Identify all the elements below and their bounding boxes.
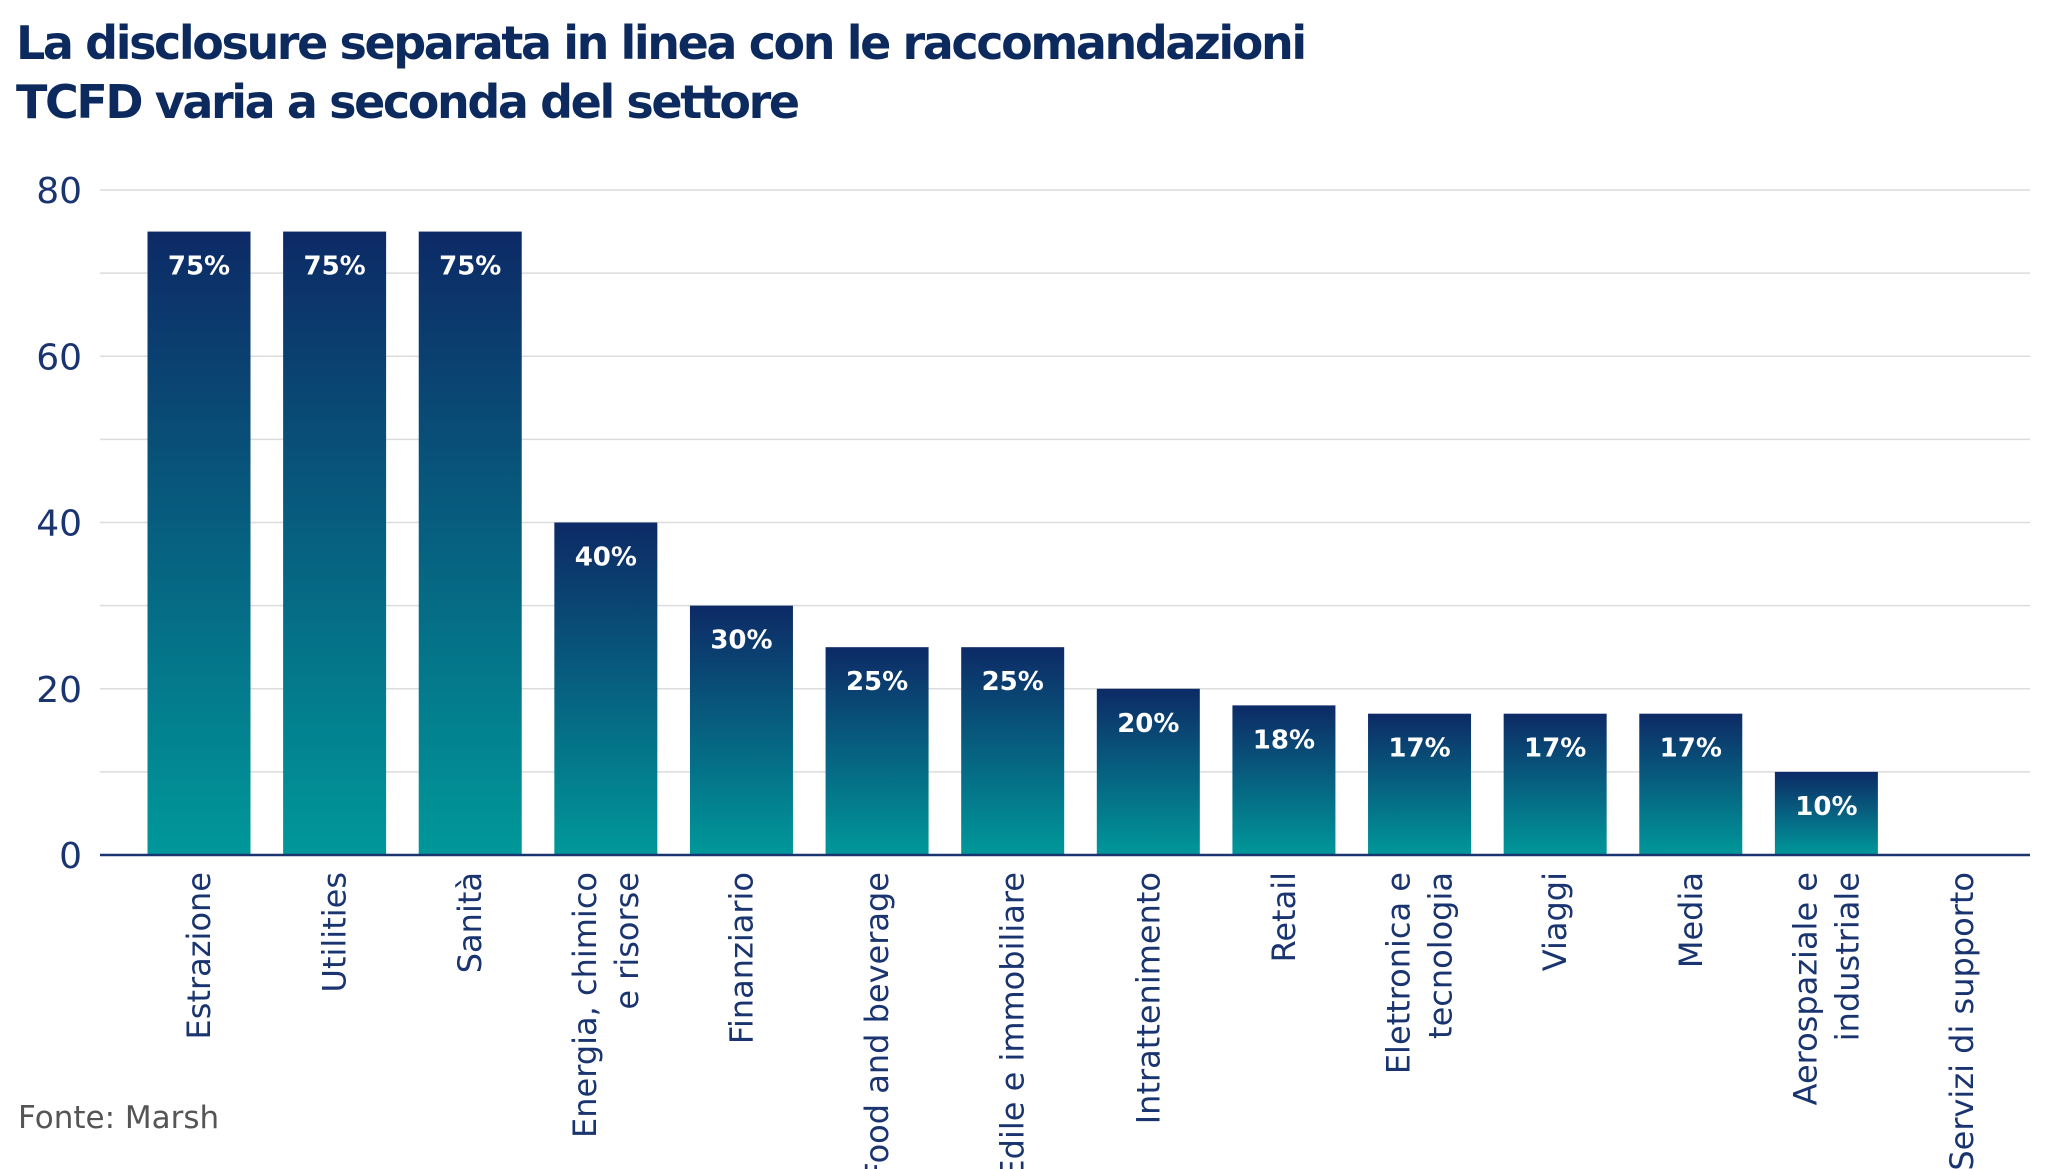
bar — [554, 522, 658, 855]
bar-value-label: 30% — [710, 626, 772, 656]
bar-value-label: 17% — [1660, 734, 1722, 764]
bar — [1096, 688, 1200, 855]
x-tick-label: Intrattenimento — [1129, 872, 1167, 1124]
x-tick-label: Retail — [1265, 872, 1303, 962]
x-tick-label-line: tecnologia — [1422, 872, 1460, 1039]
bar — [418, 231, 522, 855]
chart-title-line-2: TCFD varia a seconda del settore — [16, 75, 800, 129]
y-tick-label: 20 — [36, 670, 82, 711]
bar — [689, 605, 793, 855]
bar-value-label: 75% — [439, 252, 501, 282]
x-tick-label-line: Viaggi — [1536, 872, 1574, 971]
x-tick-label-line: Aerospaziale e — [1786, 872, 1824, 1105]
y-tick-label: 80 — [36, 171, 82, 212]
bars — [147, 231, 1878, 855]
y-tick-label: 60 — [36, 337, 82, 378]
x-tick-label-line: industriale — [1828, 872, 1866, 1041]
chart-title-line-1: La disclosure separata in linea con le r… — [16, 16, 1307, 70]
x-tick-label: Servizi di supporto — [1943, 872, 1981, 1169]
bar-value-label: 25% — [982, 667, 1044, 697]
bar — [825, 647, 929, 855]
x-tick-label-line: Estrazione — [180, 872, 218, 1039]
x-tick-label: Aerospaziale e industriale — [1786, 872, 1866, 1105]
bar — [283, 231, 387, 855]
bar-value-labels: 75% 75% 75% 40% 30% 25% 25% 20% 18% 17% 17% 17% 10% — [168, 252, 1858, 822]
bar — [1774, 771, 1878, 855]
x-tick-label-line: Food and beverage — [858, 872, 896, 1169]
x-tick-label-line: Elettronica e — [1380, 872, 1418, 1074]
x-tick-label-line: Edile e immobiliare — [994, 872, 1032, 1169]
x-tick-label: Viaggi — [1536, 872, 1574, 971]
x-tick-label-line: Retail — [1265, 872, 1303, 962]
x-tick-label: Edile e immobiliare — [994, 872, 1032, 1169]
x-tick-label-line: Finanziario — [722, 872, 760, 1044]
bar — [1368, 713, 1472, 855]
bar-value-label: 18% — [1253, 725, 1315, 755]
bar-value-label: 10% — [1795, 792, 1857, 822]
y-tick-label: 0 — [59, 836, 82, 877]
bar-value-label: 17% — [1524, 734, 1586, 764]
x-tick-label: Media — [1672, 872, 1710, 968]
bar-value-label: 40% — [575, 543, 637, 573]
x-tick-label-line: e risorse — [608, 872, 646, 1010]
bar-value-label: 75% — [168, 252, 230, 282]
bar-value-label: 20% — [1117, 709, 1179, 739]
bar — [1503, 713, 1607, 855]
bar-value-label: 17% — [1388, 734, 1450, 764]
x-tick-label: Utilities — [316, 872, 354, 992]
x-tick-label: Food and beverage — [858, 872, 896, 1169]
y-axis-ticks: 0 20 40 60 80 — [36, 171, 82, 877]
x-tick-label: Finanziario — [722, 872, 760, 1044]
x-tick-label: Energia, chimico e risorse — [566, 872, 646, 1138]
bar — [961, 647, 1065, 855]
x-tick-label-line: Utilities — [316, 872, 354, 992]
bar — [147, 231, 251, 855]
x-tick-label: Estrazione — [180, 872, 218, 1039]
bar — [1232, 705, 1336, 855]
bar-value-label: 75% — [303, 252, 365, 282]
source-note: Fonte: Marsh — [18, 1100, 220, 1136]
gridlines — [100, 189, 2030, 773]
x-tick-label: Elettronica e tecnologia — [1380, 872, 1460, 1074]
x-tick-label-line: Intrattenimento — [1129, 872, 1167, 1124]
x-axis-ticks: Estrazione Utilities Sanità Energia, chimic… — [180, 872, 1981, 1169]
bar-value-label: 25% — [846, 667, 908, 697]
x-tick-label-line: Sanità — [451, 872, 489, 973]
chart-title: La disclosure separata in linea con le r… — [16, 14, 1516, 132]
bar — [1639, 713, 1743, 855]
x-tick-label: Sanità — [451, 872, 489, 973]
x-tick-label-line: Media — [1672, 872, 1710, 968]
x-tick-label-line: Energia, chimico — [566, 872, 604, 1138]
y-tick-label: 40 — [36, 504, 82, 545]
x-tick-label-line: Servizi di supporto — [1943, 872, 1981, 1169]
